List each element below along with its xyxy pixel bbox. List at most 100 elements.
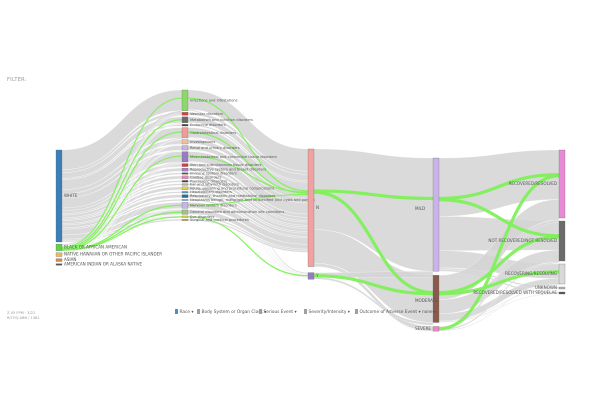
highlight-flow-black-to-eye[interactable]: [61, 216, 183, 251]
flow-asian-to-general[interactable]: [61, 214, 183, 261]
node-asian[interactable]: [55, 258, 63, 262]
flow-sY-to-moderate[interactable]: [313, 277, 434, 326]
legend-item-race-label: Race ▾: [179, 310, 194, 315]
flow-asian-to-renal[interactable]: [61, 150, 183, 261]
legend-item-serious-event-label: Serious Event ▾: [263, 310, 297, 315]
flow-asian-to-nerv[interactable]: [61, 209, 183, 261]
node-severe[interactable]: [432, 326, 440, 332]
node-sY[interactable]: [307, 272, 315, 280]
node-hepato[interactable]: [181, 191, 189, 194]
node-ear[interactable]: [181, 183, 189, 186]
corner-info: Z-05 FPM · 3/22 ROTIQ ABB / 1381: [7, 311, 40, 321]
node-label-injury: Injury, poisoning and procedural complic…: [190, 186, 274, 190]
node-mild[interactable]: [432, 157, 440, 272]
highlight-flow-black-to-metab[interactable]: [61, 119, 183, 250]
legend-item-outcome-label: Outcome of Adverse Event ▾ none ▾: [359, 310, 437, 315]
legend-item-body-system[interactable]: Body System or Organ Class ▾: [197, 309, 266, 315]
node-label-musc: Musculoskeletal and connective tissue di…: [190, 155, 277, 159]
node-moderate[interactable]: [432, 275, 440, 323]
node-psych[interactable]: [181, 180, 189, 183]
node-label-nhopi: NATIVE HAWAIIAN OR OTHER PACIFIC ISLANDE…: [64, 252, 162, 257]
serious-event-swatch-icon: [259, 309, 262, 314]
severity-swatch-icon: [304, 309, 307, 314]
node-label-sequelae: RECOVERED/RESOLVED WITH SEQUELAE: [473, 290, 557, 295]
node-label-metab: Metabolism and nutrition disorders: [190, 118, 253, 122]
flow-sY-to-severe[interactable]: [313, 279, 434, 332]
legend-item-severity[interactable]: Severity/Intensity ▾: [304, 309, 350, 315]
node-label-general: General disorders and administration sit…: [190, 210, 284, 214]
highlight-flow-black-to-infect[interactable]: [61, 97, 183, 248]
flow-severe-to-notrecov[interactable]: [438, 262, 560, 331]
highlight-flow-sY-to-moderate[interactable]: [313, 274, 434, 296]
node-label-vasc: Vascular disorders: [190, 112, 223, 116]
node-label-repro: Reproductive system and breast disorders: [190, 168, 266, 172]
node-label-psych: Psychiatric disorders: [190, 179, 227, 183]
highlight-flow-eye-to-sY[interactable]: [187, 216, 309, 277]
node-sN[interactable]: [307, 148, 315, 267]
body-system-swatch-icon: [197, 309, 200, 314]
highlight-flow-infect-to-sN[interactable]: [187, 97, 309, 192]
node-label-recovering: RECOVERING/RESOLVING: [505, 271, 557, 276]
node-aian[interactable]: [55, 263, 63, 266]
node-black[interactable]: [55, 244, 63, 251]
node-infect[interactable]: [181, 89, 189, 111]
highlight-flow-sN-to-mild[interactable]: [313, 189, 434, 201]
legend-item-serious-event[interactable]: Serious Event ▾: [259, 309, 297, 315]
node-vasc[interactable]: [181, 112, 189, 116]
legend-item-outcome[interactable]: Outcome of Adverse Event ▾ none ▾: [355, 309, 436, 315]
node-label-renal: Renal and urinary disorders: [190, 146, 240, 150]
legend-item-severity-label: Severity/Intensity ▾: [308, 310, 350, 315]
highlight-flow-moderate-to-recovering[interactable]: [438, 270, 560, 296]
node-label-neopl: Neoplasms benign, malignant and unspecif…: [190, 198, 315, 202]
highlight-flow-mild-to-notrecov[interactable]: [438, 198, 560, 238]
highlight-flow-moderate-to-notrecov[interactable]: [438, 235, 560, 295]
node-gastro[interactable]: [181, 127, 189, 139]
node-notrecov[interactable]: [558, 220, 566, 262]
node-injury[interactable]: [181, 186, 189, 190]
node-metab[interactable]: [181, 116, 189, 123]
node-endo[interactable]: [181, 124, 189, 127]
node-cardiac[interactable]: [181, 175, 189, 180]
highlight-flow-sN-to-moderate[interactable]: [313, 190, 434, 295]
node-label-sn: N: [316, 205, 319, 210]
node-nhopi[interactable]: [55, 252, 63, 257]
highlight-flow-gastro-to-sN[interactable]: [187, 131, 309, 194]
node-white[interactable]: [55, 149, 63, 243]
highlight-flow-black-to-gastro[interactable]: [61, 131, 183, 251]
node-surg[interactable]: [181, 219, 189, 221]
node-label-aian: AMERICAN INDIAN OR ALASKA NATIVE: [64, 261, 142, 266]
node-repro[interactable]: [181, 168, 189, 172]
node-sequelae[interactable]: [558, 291, 566, 295]
node-general[interactable]: [181, 209, 189, 215]
legend-item-body-system-label: Body System or Organ Class ▾: [201, 310, 267, 315]
node-label-black: BLACK OR AFRICAN AMERICAN: [64, 244, 127, 249]
node-recovered[interactable]: [558, 149, 566, 219]
node-label-infect: Infections and infestations: [190, 98, 238, 102]
node-musc[interactable]: [181, 151, 189, 163]
node-nerv[interactable]: [181, 202, 189, 209]
node-resp[interactable]: [181, 194, 189, 198]
corner-info-line1: Z-05 FPM · 3/22: [7, 311, 36, 315]
node-eye[interactable]: [181, 215, 189, 218]
highlight-flow-black-to-musc[interactable]: [61, 155, 183, 251]
nodes-layer: WHITE BLACK OR AFRICAN AMERICAN NATIVE HAW…: [55, 89, 566, 332]
node-immune[interactable]: [181, 172, 189, 175]
highlight-flow-mild-to-recovered[interactable]: [438, 173, 560, 201]
flow-severe-to-recovering[interactable]: [438, 284, 560, 332]
outcome-swatch-icon: [355, 309, 358, 314]
filter-label[interactable]: FILTER:: [7, 77, 27, 83]
node-recovering[interactable]: [558, 263, 566, 285]
legend-item-race[interactable]: Race ▾: [175, 309, 194, 315]
highlight-flow-nerv-to-sN[interactable]: [187, 193, 309, 206]
node-label-recovered: RECOVERED/RESOLVED: [509, 181, 557, 186]
node-renal[interactable]: [181, 145, 189, 151]
node-label-severe: SEVERE: [415, 326, 431, 331]
node-unknown[interactable]: [558, 286, 566, 290]
node-label-unknown: UNKNOWN: [535, 285, 557, 290]
highlight-flow-severe-to-recovered[interactable]: [438, 174, 560, 331]
node-skin[interactable]: [181, 163, 189, 167]
node-neopl[interactable]: [181, 199, 189, 201]
node-label-surg: Surgical and medical procedures: [190, 218, 249, 222]
node-invest[interactable]: [181, 139, 189, 145]
